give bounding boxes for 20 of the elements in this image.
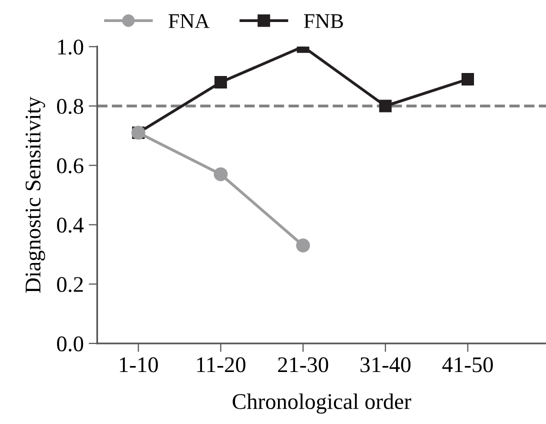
x-tick-label: 21-30 [278, 357, 328, 372]
x-tick-label: 1-10 [120, 357, 158, 372]
x-tick-label: 11-20 [197, 357, 246, 372]
x-axis-title: Chronological order [232, 393, 412, 414]
point [379, 100, 392, 112]
point [462, 73, 474, 86]
x-tick-label: 41-50 [442, 357, 493, 372]
y-tick-label: 0.4 [57, 218, 84, 233]
x-tick-label: 31-40 [360, 357, 410, 372]
legend-label: FNA [168, 14, 210, 28]
y-tick-label: 0.8 [57, 98, 84, 114]
y-axis-title: Diagnostic Sensitivity [26, 96, 46, 293]
y-tick-label: 0.0 [57, 336, 84, 352]
y-tick-label: 1.0 [58, 40, 84, 55]
y-tick-label: 0.6 [57, 158, 84, 174]
point [296, 238, 310, 252]
y-tick-label: 0.2 [57, 277, 83, 292]
legend-label: FNB [304, 14, 343, 28]
point [214, 76, 227, 89]
point [214, 167, 228, 182]
